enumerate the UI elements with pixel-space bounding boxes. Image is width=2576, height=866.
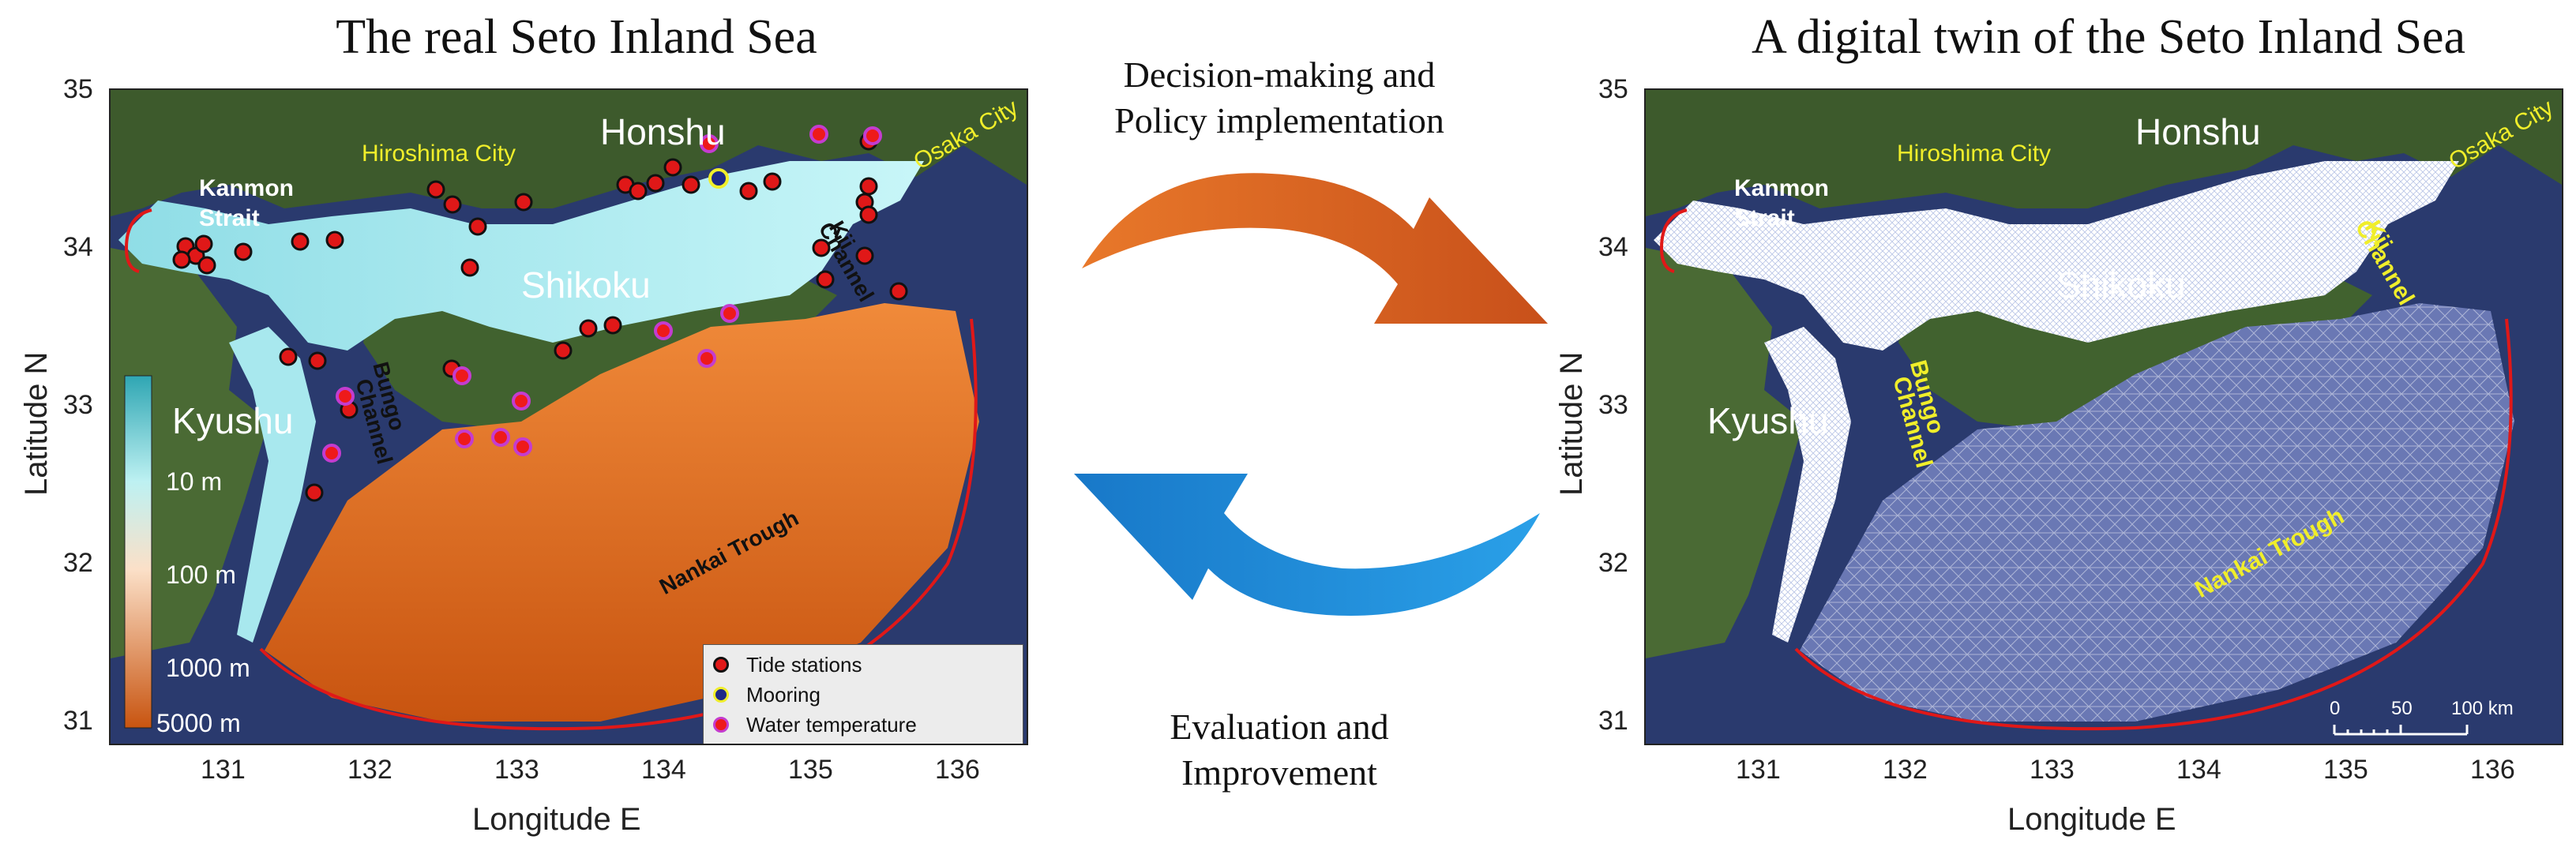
scale-bar [2333, 725, 2469, 736]
legend-water-temp-label: Water temperature [746, 712, 917, 737]
label-kyushu: Kyushu [1707, 400, 1829, 441]
open-boundary-south [1794, 318, 2513, 731]
cycle-top-line-2: Policy implementation [1114, 100, 1444, 141]
right-xtick-131: 131 [1736, 755, 1781, 785]
right-xlabel: Longitude E [2007, 802, 2176, 837]
label-kanmon-2: Strait [199, 205, 260, 231]
right-xtick-134: 134 [2176, 755, 2221, 785]
label-hiroshima: Hiroshima City [362, 141, 516, 167]
legend-water-temp: Water temperature [713, 710, 1013, 740]
blue-arrow [1074, 474, 1540, 616]
right-ytick-32: 32 [1598, 548, 1628, 578]
legend-tide-marker [713, 657, 729, 673]
right-ytick-33: 33 [1598, 390, 1628, 420]
scale-label-50: 50 [2391, 698, 2413, 719]
right-ylabel: Latitude N [1554, 351, 1589, 496]
inland-sea-mesh [1654, 161, 2459, 351]
label-honshu: Honshu [600, 111, 726, 152]
colorbar-label-10m: 10 m [166, 467, 223, 496]
left-map: Honshu Shikoku Kyushu Hiroshima City Osa… [109, 88, 1028, 745]
left-xtick-131: 131 [201, 755, 246, 785]
shallow-inland-sea [118, 161, 924, 351]
cycle-bottom-line-1: Evaluation and [1170, 707, 1389, 747]
water-temperature-stations [322, 125, 882, 463]
right-map-graphic [1646, 90, 2562, 744]
left-panel-title: The real Seto Inland Sea [336, 10, 817, 64]
legend-water-temp-marker [713, 717, 729, 733]
honshu-land [111, 90, 1027, 216]
open-boundary-kanmon [124, 208, 152, 273]
left-xlabel: Longitude E [472, 802, 641, 837]
right-panel-title: A digital twin of the Seto Inland Sea [1751, 10, 2466, 64]
right-ytick-35: 35 [1598, 74, 1628, 104]
label-shikoku: Shikoku [2056, 264, 2186, 306]
right-map: Honshu Shikoku Kyushu Hiroshima City Osa… [1644, 88, 2563, 745]
deep-water [265, 303, 979, 722]
cycle-bottom-line-2: Improvement [1181, 752, 1377, 793]
scale-label-100km: 100 km [2451, 698, 2514, 719]
cycle-arrows [1074, 173, 1548, 616]
label-kanmon-1: Kanmon [1734, 175, 1829, 201]
bungo-channel-mesh [1764, 327, 1851, 643]
left-ylabel: Latitude N [19, 351, 54, 496]
left-xtick-133: 133 [494, 755, 539, 785]
honshu-land [1646, 90, 2562, 216]
legend-mooring-label: Mooring [746, 682, 820, 707]
label-shikoku: Shikoku [521, 264, 651, 306]
legend-tide: Tide stations [713, 650, 1013, 680]
tide-stations [172, 132, 908, 502]
left-xtick-136: 136 [935, 755, 980, 785]
scale-label-0: 0 [2330, 698, 2341, 719]
left-ytick-34: 34 [63, 232, 93, 262]
colorbar-label-100m: 100 m [166, 560, 236, 589]
left-ytick-33: 33 [63, 390, 93, 420]
cycle-top-line-1: Decision-making and [1123, 54, 1436, 95]
left-xtick-134: 134 [641, 755, 686, 785]
kyushu-land [1646, 248, 1804, 658]
right-ytick-31: 31 [1598, 706, 1628, 736]
left-ytick-35: 35 [63, 74, 93, 104]
legend-tide-label: Tide stations [746, 652, 862, 677]
left-map-graphic [111, 90, 1027, 744]
left-ytick-32: 32 [63, 548, 93, 578]
right-xtick-136: 136 [2470, 755, 2515, 785]
left-xtick-132: 132 [347, 755, 392, 785]
open-boundary-kanmon [1659, 208, 1688, 273]
legend-mooring: Mooring [713, 680, 1013, 710]
offshore-mesh [1800, 303, 2514, 722]
left-xtick-135: 135 [788, 755, 833, 785]
right-xtick-135: 135 [2323, 755, 2368, 785]
label-kanmon-1: Kanmon [199, 175, 294, 201]
right-xtick-133: 133 [2030, 755, 2075, 785]
orange-arrow [1082, 173, 1548, 324]
legend: Tide stations Mooring Water temperature [703, 644, 1023, 744]
colorbar-label-1000m: 1000 m [166, 654, 250, 682]
legend-mooring-marker [713, 687, 729, 703]
right-xtick-132: 132 [1883, 755, 1928, 785]
label-hiroshima: Hiroshima City [1897, 141, 2052, 167]
label-kyushu: Kyushu [172, 400, 294, 441]
mooring-station [708, 168, 729, 189]
bungo-channel-water [229, 327, 316, 643]
depth-colorbar [124, 375, 152, 729]
label-honshu: Honshu [2135, 111, 2261, 152]
left-ytick-31: 31 [63, 706, 93, 736]
label-kanmon-2: Strait [1734, 205, 1795, 231]
right-ytick-34: 34 [1598, 232, 1628, 262]
colorbar-label-5000m: 5000 m [156, 709, 241, 737]
